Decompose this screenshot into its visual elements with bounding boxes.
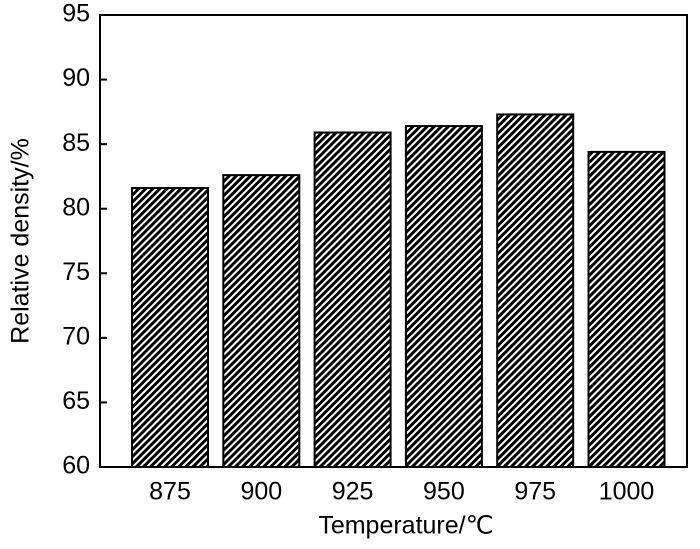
y-tick-label: 60 bbox=[62, 452, 90, 480]
bar bbox=[131, 187, 209, 468]
bar bbox=[222, 174, 301, 468]
y-tick-label: 95 bbox=[62, 0, 90, 28]
y-tick-label: 85 bbox=[62, 129, 90, 157]
plot-frame bbox=[99, 14, 688, 468]
bar bbox=[313, 131, 392, 469]
bar bbox=[496, 113, 575, 468]
x-tick-label: 875 bbox=[149, 478, 191, 506]
y-axis-label: Relative density/% bbox=[7, 138, 35, 344]
y-tick-label: 90 bbox=[62, 64, 90, 92]
bar bbox=[404, 125, 483, 468]
x-tick-label: 925 bbox=[332, 478, 374, 506]
x-tick-label: 1000 bbox=[599, 478, 655, 506]
x-tick-label: 975 bbox=[514, 478, 556, 506]
bar bbox=[587, 150, 666, 469]
y-tick-label: 65 bbox=[62, 387, 90, 415]
x-tick-label: 900 bbox=[240, 478, 282, 506]
x-tick-label: 950 bbox=[423, 478, 465, 506]
y-tick-label: 70 bbox=[62, 322, 90, 350]
y-tick-label: 80 bbox=[62, 193, 90, 221]
y-tick-label: 75 bbox=[62, 258, 90, 286]
x-axis-label: Temperature/℃ bbox=[318, 512, 493, 540]
